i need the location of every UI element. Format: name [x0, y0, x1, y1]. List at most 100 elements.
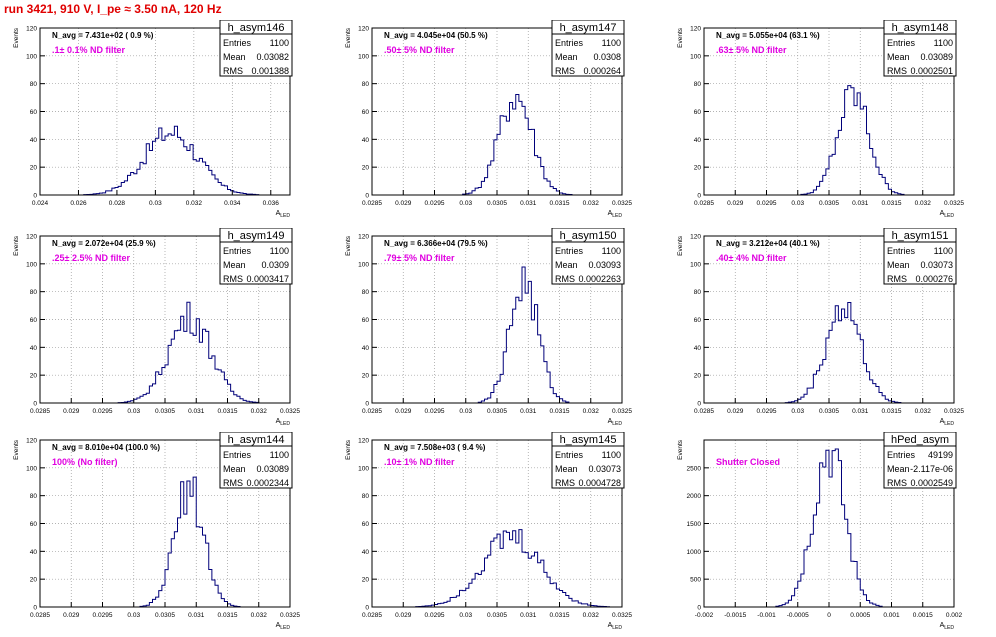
- y-tick-label: 0: [33, 193, 37, 200]
- histogram-name: h_asym146: [228, 22, 285, 34]
- x-tick-label: 0.029: [63, 408, 80, 415]
- navg-label: N_avg = 7.431e+02 ( 0.9 %): [52, 31, 154, 40]
- stat-label: RMS: [223, 274, 243, 284]
- y-tick-label: 20: [694, 165, 702, 172]
- y-tick-label: 0: [697, 605, 701, 612]
- y-tick-label: 60: [362, 317, 370, 324]
- stats-box: h_asym146 Entries 1100 Mean 0.03082 RMS 0.0013…: [219, 19, 293, 77]
- histogram-svg: 0.0285 0.029 0.0295 0.03 0.0305 0.031 0.0315 0.…: [345, 19, 632, 219]
- y-tick-label: 60: [694, 109, 702, 116]
- x-tick-label: 0.03: [459, 200, 472, 207]
- stat-value: -2.117e-06: [910, 464, 953, 474]
- y-axis-label: Events: [677, 235, 684, 256]
- stat-value: 1100: [270, 38, 289, 48]
- x-tick-label: 0.031: [852, 408, 869, 415]
- histogram-pad: 0.0285 0.029 0.0295 0.03 0.0305 0.031 0.0315 0.…: [332, 19, 664, 220]
- stat-value: 49199: [928, 450, 953, 460]
- x-tick-label: 0.029: [63, 612, 80, 619]
- stat-value: 0.03093: [588, 260, 621, 270]
- y-tick-label: 80: [694, 289, 702, 296]
- stat-value: 1100: [934, 246, 953, 256]
- y-tick-label: 100: [358, 53, 369, 60]
- stat-label: Mean: [223, 260, 246, 270]
- x-tick-label: 0.029: [395, 408, 412, 415]
- x-tick-label: 0.029: [727, 200, 744, 207]
- histogram-svg: 0.0285 0.029 0.0295 0.03 0.0305 0.031 0.0315 0.…: [345, 227, 632, 427]
- y-axis-label: Events: [345, 439, 352, 460]
- x-tick-label: 0.032: [915, 200, 932, 207]
- histogram-line: [40, 125, 290, 196]
- stats-box: h_asym145 Entries 1100 Mean 0.03073 RMS 0.0004…: [551, 431, 625, 489]
- histogram-svg: 0.0285 0.029 0.0295 0.03 0.0305 0.031 0.0315 0.…: [677, 19, 964, 219]
- stats-box-frame: [883, 431, 957, 489]
- x-tick-label: 0.032: [915, 408, 932, 415]
- y-tick-label: 120: [690, 234, 701, 241]
- x-tick-label: 0.0295: [425, 612, 445, 619]
- y-tick-label: 120: [358, 26, 369, 33]
- x-tick-label: 0.001: [883, 612, 900, 619]
- y-tick-label: 120: [358, 234, 369, 241]
- x-tick-label: 0.0305: [819, 200, 839, 207]
- x-tick-label: 0.0315: [882, 200, 902, 207]
- histogram-name: h_asym151: [892, 230, 949, 242]
- stat-value: 1100: [602, 450, 621, 460]
- y-tick-label: 100: [358, 261, 369, 268]
- x-tick-label: 0.0005: [850, 612, 870, 619]
- histogram-name: h_asym145: [560, 434, 617, 446]
- stats-box-frame: [219, 19, 293, 77]
- stat-label: Mean: [223, 52, 246, 62]
- x-axis-label: ALED: [608, 418, 623, 427]
- histogram-name: h_asym148: [892, 22, 949, 34]
- filter-annotation: .25± 2.5% ND filter: [52, 253, 130, 263]
- x-tick-label: 0.0295: [425, 200, 445, 207]
- x-tick-label: 0.0315: [218, 408, 238, 415]
- y-tick-label: 20: [362, 373, 370, 380]
- x-tick-label: 0.0305: [487, 612, 507, 619]
- y-tick-label: 100: [26, 261, 37, 268]
- y-tick-label: 40: [694, 345, 702, 352]
- y-tick-label: 0: [697, 401, 701, 408]
- y-tick-label: 80: [694, 81, 702, 88]
- y-tick-label: 1000: [687, 549, 702, 556]
- x-tick-label: 0.0315: [218, 612, 238, 619]
- x-tick-label: 0.03: [127, 408, 140, 415]
- x-tick-label: 0.0325: [280, 408, 300, 415]
- histogram-pad: 0.0285 0.029 0.0295 0.03 0.0305 0.031 0.0315 0.…: [332, 431, 664, 632]
- stats-box: h_asym144 Entries 1100 Mean 0.03089 RMS 0.0002…: [219, 431, 293, 489]
- stat-label: Entries: [223, 246, 252, 256]
- y-tick-label: 60: [694, 317, 702, 324]
- y-tick-label: 0: [365, 605, 369, 612]
- x-tick-label: 0.0305: [487, 408, 507, 415]
- x-tick-label: 0.032: [583, 612, 600, 619]
- y-tick-label: 40: [30, 549, 38, 556]
- stat-value: 0.0002263: [578, 274, 621, 284]
- y-tick-label: 80: [30, 289, 38, 296]
- y-tick-label: 0: [697, 193, 701, 200]
- x-tick-label: 0.024: [32, 200, 49, 207]
- stat-value: 0.0004728: [578, 478, 621, 488]
- x-axis-label: ALED: [608, 622, 623, 631]
- stat-label: RMS: [223, 478, 243, 488]
- stat-value: 1100: [270, 246, 289, 256]
- stat-label: RMS: [887, 274, 907, 284]
- filter-annotation: Shutter Closed: [716, 457, 780, 467]
- y-tick-label: 500: [690, 577, 701, 584]
- filter-annotation: .1± 0.1% ND filter: [52, 45, 125, 55]
- histogram-name: h_asym149: [228, 230, 285, 242]
- x-tick-label: 0.0015: [913, 612, 933, 619]
- y-tick-label: 100: [26, 53, 37, 60]
- stat-value: 0.001388: [251, 66, 289, 76]
- y-tick-label: 120: [690, 26, 701, 33]
- x-tick-label: 0.0305: [487, 200, 507, 207]
- stat-label: RMS: [223, 66, 243, 76]
- y-tick-label: 40: [362, 549, 370, 556]
- x-tick-label: 0.0325: [944, 200, 964, 207]
- navg-label: N_avg = 7.508e+03 ( 9.4 %): [384, 443, 486, 452]
- y-tick-label: 100: [690, 261, 701, 268]
- stat-label: Mean: [887, 260, 910, 270]
- stat-value: 0.0002344: [246, 478, 289, 488]
- stat-label: Entries: [887, 246, 916, 256]
- x-tick-label: 0.031: [520, 612, 537, 619]
- x-tick-label: 0.029: [395, 612, 412, 619]
- y-tick-label: 60: [30, 317, 38, 324]
